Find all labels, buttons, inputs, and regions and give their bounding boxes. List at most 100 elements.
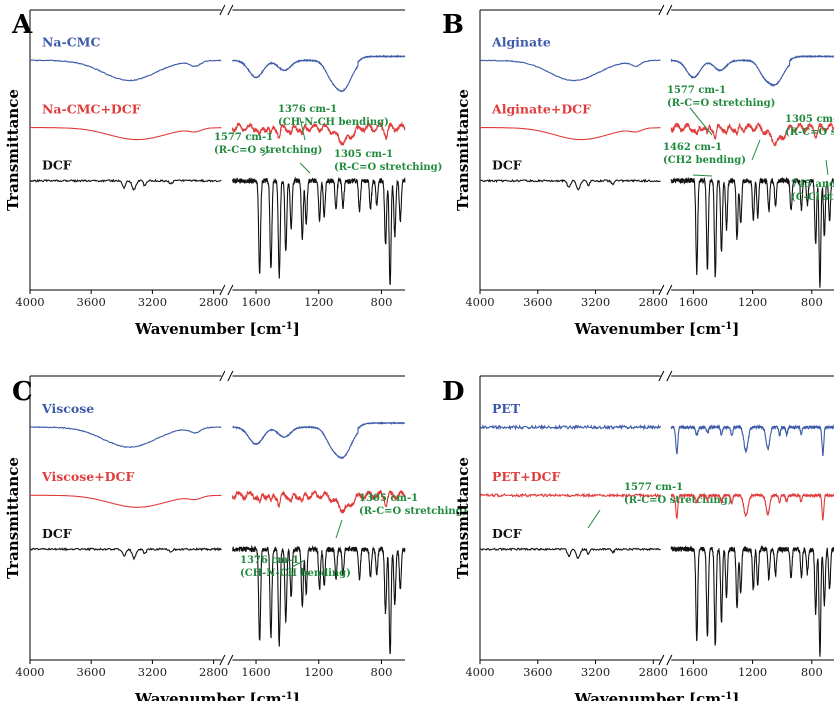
series-line-dcf [231,176,406,286]
x-tick-label: 2800 [199,665,228,679]
series-label: DCF [42,158,72,173]
annotation-wavenumber: 1305 cm-1 [785,114,834,125]
axis-break-mark [666,654,673,666]
axis-break-mark [227,654,234,666]
x-tick-label: 3600 [523,665,552,679]
annotation-assignment: (R-C=O stretching) [785,127,834,138]
annotation-wavenumber: 745 and 774 cm-1 [791,179,834,190]
annotation-arrow [692,174,713,177]
series-line-pet-plus-dcf [479,492,661,499]
x-axis-label: Wavenumber [cm-1] [574,690,740,701]
annotation-wavenumber: 1305 cm-1 [359,493,418,504]
y-axis-label: Transmittance [454,89,472,211]
panel-label: C [12,377,33,407]
panel-C: 4000 3600 3200 2800 1600 1200 800 C Wavenumber [… [4,370,732,701]
x-tick-label: 800 [801,295,823,309]
axis-break-mark [666,370,673,382]
annotation-assignment: (CH-N-CH bending) [240,568,351,579]
x-tick-label: 800 [371,295,393,309]
x-tick-label: 1600 [679,295,708,309]
annotation-wavenumber: 1577 cm-1 [667,85,726,96]
series-line-dcf [232,544,406,655]
annotation-assignment: (R-C=O stretching) [214,145,322,156]
series-line-na-cmc-plus-dcf [231,121,406,146]
series-label: Alginate+DCF [491,102,591,117]
annotation-arrow [299,162,311,174]
annotation-assignment: (R-C=O stretching) [359,506,467,517]
series-line-viscose-plus-dcf [30,494,222,508]
annotation-arrow [261,149,271,157]
axis-break-mark [219,284,226,296]
series-line-pet-plus-dcf [670,492,834,521]
annotation-arrow [825,159,829,176]
x-tick-label: 3600 [523,295,552,309]
annotation-assignment: (R-C=O stretching) [667,98,775,109]
series-line-dcf [670,544,834,657]
axis-break-mark [658,654,665,666]
panel-D: 4000 3600 3200 2800 1600 1200 800 D Wavenumber [… [442,370,834,701]
series-line-alginate [670,54,834,88]
panel-label: A [11,10,33,40]
series-label: PET+DCF [492,469,560,484]
x-tick-label: 3200 [581,295,610,309]
x-axis-label: Wavenumber [cm-1] [134,690,300,701]
x-tick-label: 2800 [639,295,668,309]
y-axis-label: Transmittance [454,457,472,579]
series-line-viscose [29,426,222,448]
annotation-wavenumber: 1577 cm-1 [624,482,683,493]
x-tick-label: 1600 [679,665,708,679]
panel-label: B [442,10,464,40]
x-tick-label: 3200 [581,665,610,679]
annotation-wavenumber: 1462 cm-1 [663,142,722,153]
x-tick-label: 3600 [77,295,106,309]
annotation-arrow [751,139,761,161]
annotation-arrow [587,509,601,529]
x-tick-label: 800 [801,665,823,679]
series-label: Na-CMC+DCF [42,102,141,117]
annotation-wavenumber: 1305 cm-1 [334,149,393,160]
annotation-assignment: (CH-N-CH bending) [278,117,389,128]
series-line-dcf [670,176,834,288]
y-axis-label: Transmittance [4,89,22,211]
x-tick-label: 1600 [241,665,270,679]
series-label: DCF [42,526,72,541]
series-line-dcf [29,178,222,192]
annotation-arrow [291,559,306,568]
panel-label: D [442,377,465,407]
x-tick-label: 1200 [738,295,767,309]
annotation-assignment: (R-C=O stretching) [334,162,442,173]
axis-break-mark [219,654,226,666]
annotation-assignment: (C-Cl stretching) [791,192,834,203]
axis-break-mark [227,4,234,16]
axis-break-mark [666,284,673,296]
series-label: Viscose+DCF [41,469,134,484]
x-tick-label: 4000 [15,665,44,679]
x-tick-label: 2800 [199,295,228,309]
series-line-dcf [479,178,661,191]
x-tick-label: 4000 [15,295,44,309]
axis-break-mark [658,370,665,382]
x-tick-label: 3600 [77,665,106,679]
series-label: DCF [492,526,522,541]
x-tick-label: 4000 [465,665,494,679]
x-axis-label: Wavenumber [cm-1] [574,320,740,338]
annotation-arrow [335,519,343,539]
x-tick-label: 800 [371,665,393,679]
series-line-pet [479,423,662,431]
x-tick-label: 1200 [304,295,333,309]
axis-break-mark [219,370,226,382]
axis-break-mark [219,4,226,16]
annotation-arrow [689,107,713,136]
axis-break-mark [227,370,234,382]
series-line-na-cmc [29,59,222,82]
panel-A: 4000 3600 3200 2800 1600 1200 800 A Wavenumber [… [4,4,442,338]
x-tick-label: 3200 [138,665,167,679]
axis-break-mark [666,4,673,16]
series-line-viscose-plus-dcf [231,489,406,514]
x-axis-label: Wavenumber [cm-1] [134,320,300,338]
annotation-wavenumber: 1376 cm-1 [278,104,337,115]
x-tick-label: 1600 [241,295,270,309]
series-line-alginate [479,59,661,82]
series-label: Viscose [41,401,94,416]
